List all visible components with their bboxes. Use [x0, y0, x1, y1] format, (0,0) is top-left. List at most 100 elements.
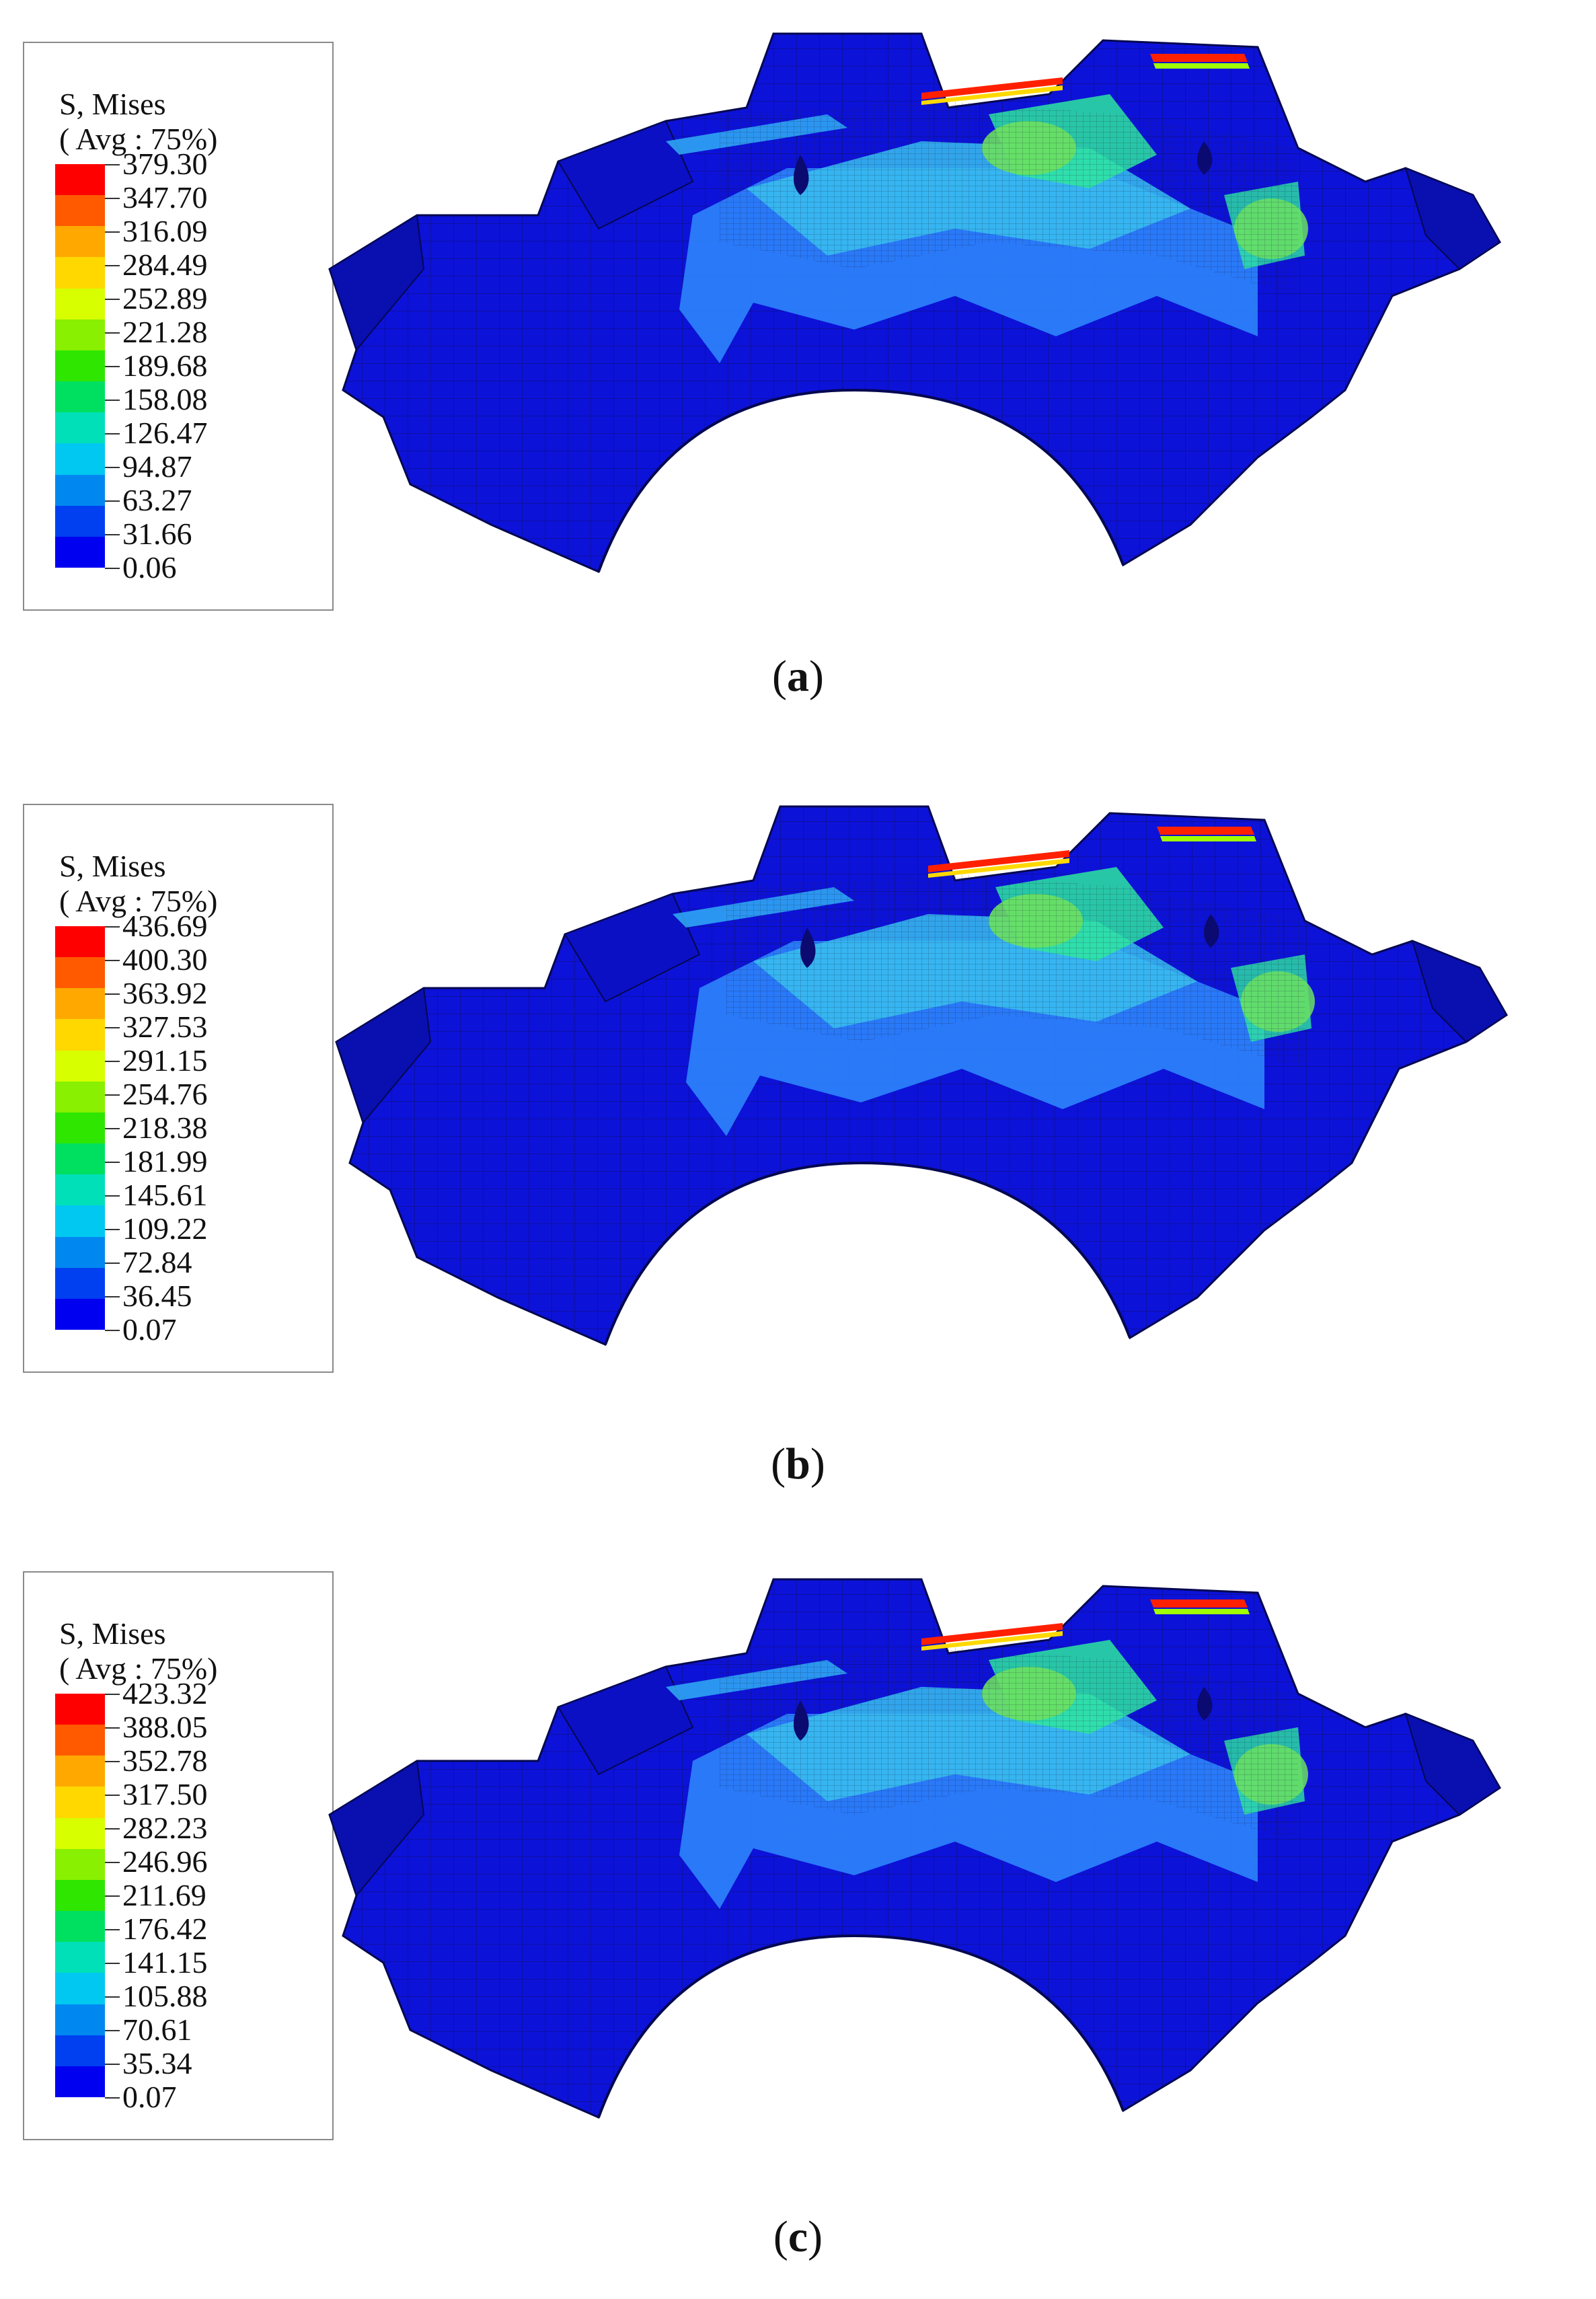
legend-value: 109.22 [122, 1211, 208, 1246]
color-band [55, 164, 105, 196]
legend-tick [105, 2064, 120, 2065]
legend-tick [105, 960, 120, 961]
stress-legend: S, Mises ( Avg : 75%) 379.30 347.70 316.09… [23, 42, 334, 611]
legend-tick [105, 1963, 120, 1964]
legend-tick [105, 1094, 120, 1096]
color-band [55, 443, 105, 476]
legend-value: 218.38 [122, 1110, 208, 1145]
color-band [55, 412, 105, 444]
legend-value: 284.49 [122, 248, 208, 282]
legend-title: S, Mises [59, 849, 166, 883]
panel-a: S, Mises ( Avg : 75%) 379.30 347.70 316.09… [0, 0, 1596, 766]
legend-tick [105, 1061, 120, 1062]
legend-value: 363.92 [122, 976, 208, 1010]
color-band [55, 350, 105, 382]
color-band [55, 1786, 105, 1819]
color-band [55, 1298, 105, 1330]
legend-tick [105, 1828, 120, 1830]
legend-tick [105, 1929, 120, 1930]
legend-tick [105, 1330, 120, 1331]
legend-value: 126.47 [122, 416, 208, 450]
legend-value: 379.30 [122, 147, 208, 181]
panel-c: S, Mises ( Avg : 75%) 423.32 388.05 352.78… [0, 1532, 1596, 2298]
legend-value: 0.07 [122, 2080, 177, 2114]
color-band [55, 1019, 105, 1051]
legend-tick [105, 1229, 120, 1230]
color-bar [55, 164, 105, 568]
gear-stress-model [328, 32, 1501, 574]
legend-subtitle: ( Avg : 75%) [59, 884, 218, 918]
color-band [55, 2004, 105, 2036]
legend-value: 141.15 [122, 1945, 208, 1980]
legend-title: S, Mises [59, 1616, 166, 1651]
legend-value: 388.05 [122, 1710, 208, 1744]
legend-value: 72.84 [122, 1245, 192, 1279]
legend-value: 0.07 [122, 1312, 177, 1347]
stress-legend: S, Mises ( Avg : 75%) 423.32 388.05 352.78… [23, 1571, 334, 2140]
color-band [55, 1694, 105, 1725]
color-band [55, 1911, 105, 1943]
legend-tick [105, 198, 120, 199]
legend-tick [105, 1761, 120, 1762]
color-band [55, 257, 105, 289]
color-band [55, 505, 105, 537]
legend-tick [105, 467, 120, 468]
legend-value: 105.88 [122, 1979, 208, 2013]
legend-tick [105, 993, 120, 995]
legend-value: 316.09 [122, 214, 208, 248]
legend-tick [105, 1296, 120, 1297]
color-band [55, 319, 105, 351]
color-band [55, 1725, 105, 1756]
legend-value: 352.78 [122, 1743, 208, 1778]
color-band [55, 1942, 105, 1973]
legend-tick [105, 1027, 120, 1028]
color-bar [55, 1694, 105, 2098]
panel-b: S, Mises ( Avg : 75%) 436.69 400.30 363.92… [0, 766, 1596, 1532]
legend-tick [105, 1727, 120, 1729]
legend-tick [105, 1128, 120, 1129]
caption-open: ( [773, 2212, 788, 2261]
legend-tick [105, 2030, 120, 2031]
gear-body [328, 32, 1501, 574]
legend-value: 436.69 [122, 909, 208, 943]
color-band [55, 1879, 105, 1912]
legend-value: 158.08 [122, 382, 208, 416]
legend-value: 35.34 [122, 2046, 192, 2080]
legend-value: 327.53 [122, 1010, 208, 1044]
caption-letter: b [786, 1439, 810, 1488]
caption-letter: a [787, 652, 809, 701]
legend-tick [105, 1694, 120, 1695]
legend-value: 291.15 [122, 1043, 208, 1078]
legend-value: 246.96 [122, 1844, 208, 1879]
caption-close: ) [810, 1439, 825, 1488]
color-band [55, 1081, 105, 1113]
legend-tick [105, 1795, 120, 1796]
color-band [55, 1848, 105, 1881]
legend-value: 176.42 [122, 1912, 208, 1946]
legend-tick [105, 926, 120, 928]
panel-caption: (c) [0, 2212, 1596, 2263]
legend-value: 31.66 [122, 517, 192, 551]
legend-subtitle: ( Avg : 75%) [59, 1651, 218, 1686]
color-band [55, 1973, 105, 2005]
legend-value: 254.76 [122, 1077, 208, 1111]
legend-tick [105, 433, 120, 435]
legend-value: 94.87 [122, 449, 192, 484]
legend-tick [105, 2097, 120, 2099]
legend-value: 145.61 [122, 1178, 208, 1212]
legend-tick [105, 366, 120, 367]
panel-caption: (a) [0, 651, 1596, 702]
gear-stress-model [328, 1578, 1501, 2119]
color-band [55, 1236, 105, 1269]
color-band [55, 1267, 105, 1299]
stress-legend: S, Mises ( Avg : 75%) 436.69 400.30 363.92… [23, 804, 334, 1373]
color-band [55, 1205, 105, 1238]
color-band [55, 226, 105, 258]
gear-stress-model [335, 805, 1508, 1347]
legend-value: 221.28 [122, 315, 208, 349]
color-band [55, 926, 105, 958]
legend-subtitle: ( Avg : 75%) [59, 122, 218, 156]
legend-tick [105, 332, 120, 334]
legend-tick [105, 400, 120, 401]
color-band [55, 1817, 105, 1850]
